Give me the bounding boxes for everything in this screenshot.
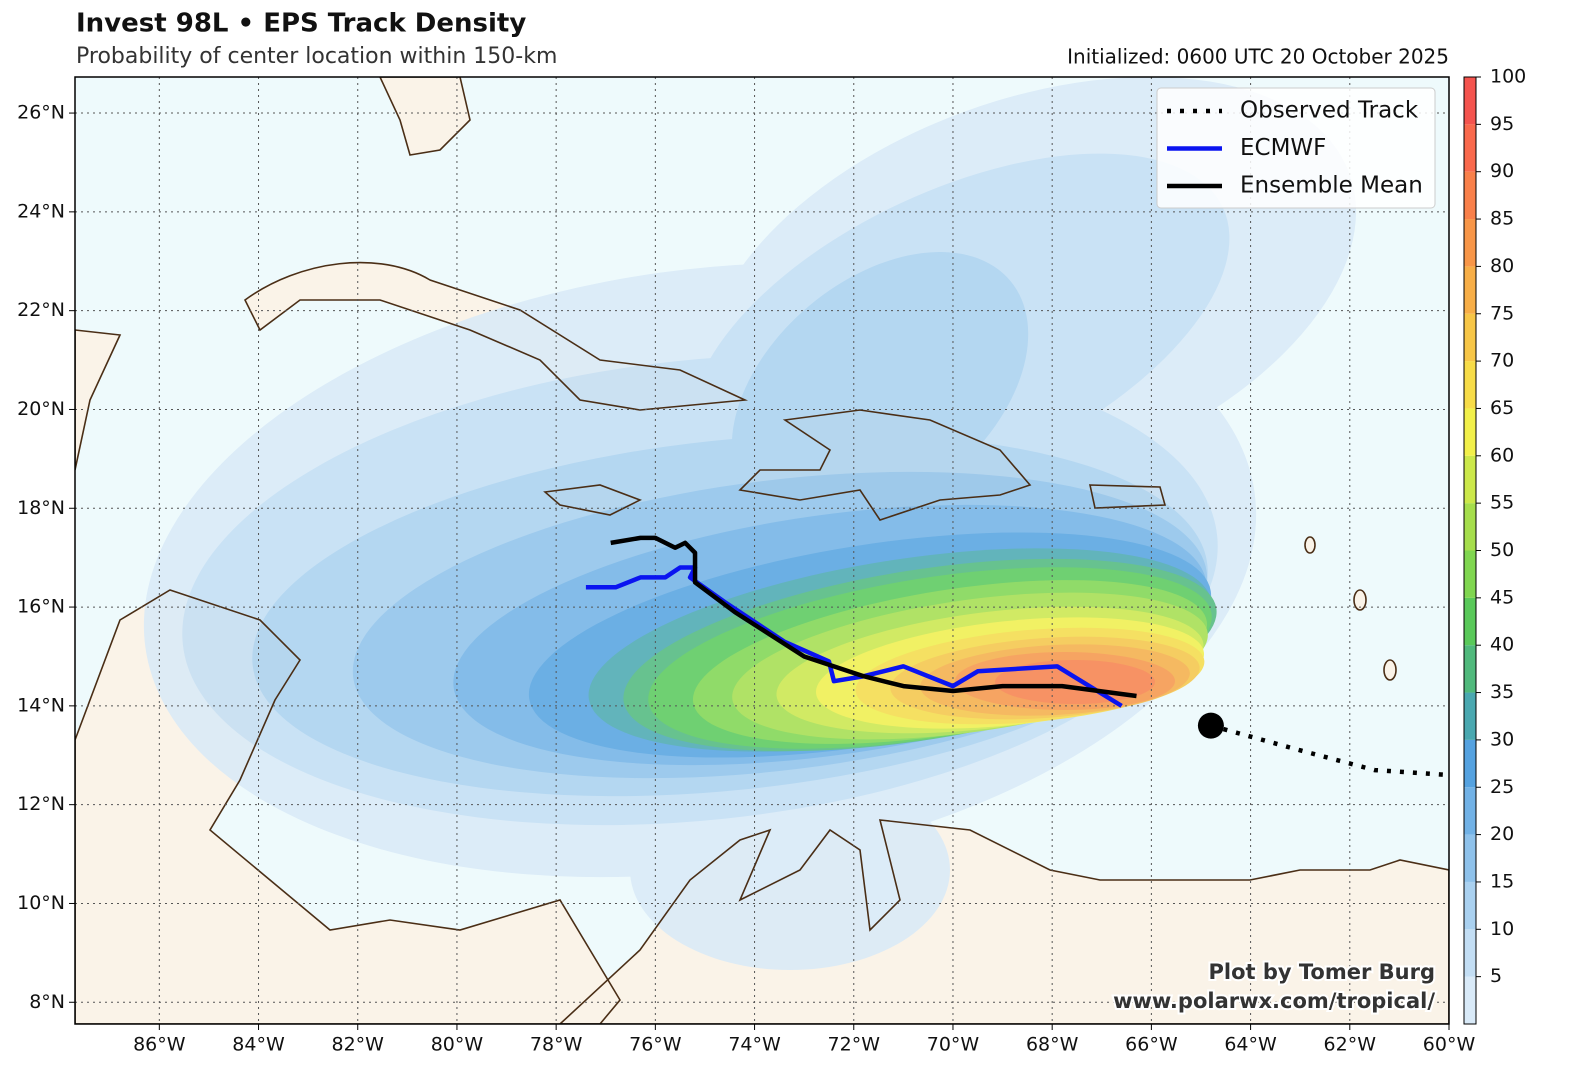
legend-label: ECMWF	[1240, 135, 1326, 161]
title: Invest 98L • EPS Track Density	[76, 9, 526, 39]
x-tick-label: 70°W	[927, 1034, 980, 1056]
legend-label: Observed Track	[1240, 98, 1419, 124]
current-position	[1197, 712, 1224, 739]
init-time: Initialized: 0600 UTC 20 October 2025	[1067, 45, 1449, 69]
colorbar-label: 35	[1490, 681, 1514, 703]
colorbar-band	[1464, 550, 1476, 598]
colorbar-band	[1464, 929, 1476, 977]
density-field	[143, 77, 1357, 970]
y-tick-label: 18°N	[17, 497, 65, 519]
x-tick-label: 64°W	[1224, 1034, 1277, 1056]
y-tick-label: 16°N	[17, 596, 65, 618]
colorbar-band	[1464, 219, 1476, 267]
colorbar-band	[1464, 692, 1476, 740]
colorbar-band	[1464, 124, 1476, 172]
colorbar-label: 100	[1490, 66, 1526, 88]
colorbar-label: 70	[1490, 350, 1514, 372]
x-tick-label: 84°W	[232, 1034, 285, 1056]
x-tick-label: 60°W	[1423, 1034, 1476, 1056]
legend: Observed Track ECMWF Ensemble Mean	[1156, 87, 1436, 209]
x-tick-label: 68°W	[1026, 1034, 1079, 1056]
colorbar-band	[1464, 361, 1476, 409]
x-tick-label: 62°W	[1324, 1034, 1377, 1056]
colorbar-label: 55	[1490, 492, 1514, 514]
colorbar-label: 75	[1490, 302, 1514, 324]
colorbar-label: 45	[1490, 586, 1514, 608]
x-tick-label: 82°W	[332, 1034, 385, 1056]
track-line	[1210, 723, 1449, 778]
colorbar: 5 10 15 20 25 30 35 40 45 50 55 60 65 70 75 80 85 90 95 100	[1463, 66, 1526, 1025]
colorbar-label: 20	[1490, 823, 1514, 845]
colorbar-band	[1464, 77, 1476, 125]
colorbar-label: 60	[1490, 444, 1514, 466]
colorbar-label: 80	[1490, 255, 1514, 277]
x-tick-label: 74°W	[728, 1034, 781, 1056]
y-tick-label: 22°N	[17, 299, 65, 321]
colorbar-band	[1464, 171, 1476, 220]
x-tick-label: 78°W	[530, 1034, 583, 1056]
legend-label: Ensemble Mean	[1240, 173, 1423, 199]
colorbar-band	[1464, 455, 1476, 504]
y-tick-label: 20°N	[17, 398, 65, 420]
x-tick-label: 80°W	[431, 1034, 484, 1056]
credit: Plot by Tomer Burg	[1209, 960, 1436, 984]
colorbar-label: 10	[1490, 918, 1514, 940]
colorbar-band	[1464, 645, 1476, 693]
grid	[75, 77, 1449, 1024]
colorbar-band	[1464, 503, 1476, 551]
colorbar-band	[1464, 408, 1476, 456]
colorbar-label: 65	[1490, 397, 1514, 419]
credit-url: www.polarwx.com/tropical/	[1113, 989, 1435, 1013]
colorbar-label: 25	[1490, 776, 1514, 798]
colorbar-band	[1464, 313, 1476, 362]
colorbar-band	[1464, 266, 1476, 314]
colorbar-label: 50	[1490, 539, 1514, 561]
subtitle: Probability of center location within 15…	[76, 44, 557, 69]
colorbar-band	[1464, 787, 1476, 835]
y-tick-label: 14°N	[17, 694, 65, 716]
x-tick-label: 86°W	[133, 1034, 186, 1056]
colorbar-label: 5	[1490, 965, 1502, 987]
colorbar-label: 85	[1490, 208, 1514, 230]
map-layers	[75, 77, 1449, 1024]
colorbar-label: 90	[1490, 160, 1514, 182]
colorbar-label: 15	[1490, 870, 1514, 892]
x-tick-label: 76°W	[629, 1034, 682, 1056]
colorbar-band	[1464, 976, 1476, 1024]
y-tick-label: 24°N	[17, 200, 65, 222]
y-tick-label: 26°N	[17, 102, 65, 124]
colorbar-label: 40	[1490, 634, 1514, 656]
colorbar-band	[1464, 597, 1476, 646]
legend-box	[1156, 87, 1436, 209]
x-tick-label: 72°W	[828, 1034, 881, 1056]
colorbar-band	[1464, 739, 1476, 788]
colorbar-frame	[1463, 76, 1477, 1025]
plot-frame	[74, 76, 1450, 1025]
colorbar-label: 95	[1490, 113, 1514, 135]
y-tick-label: 10°N	[17, 892, 65, 914]
y-tick-label: 12°N	[17, 793, 65, 815]
colorbar-label: 30	[1490, 728, 1514, 750]
x-tick-label: 66°W	[1125, 1034, 1178, 1056]
colorbar-band	[1464, 834, 1476, 882]
y-tick-label: 8°N	[29, 991, 65, 1013]
track-line	[610, 535, 1137, 699]
colorbar-band	[1464, 881, 1476, 930]
tracks	[585, 535, 1449, 778]
